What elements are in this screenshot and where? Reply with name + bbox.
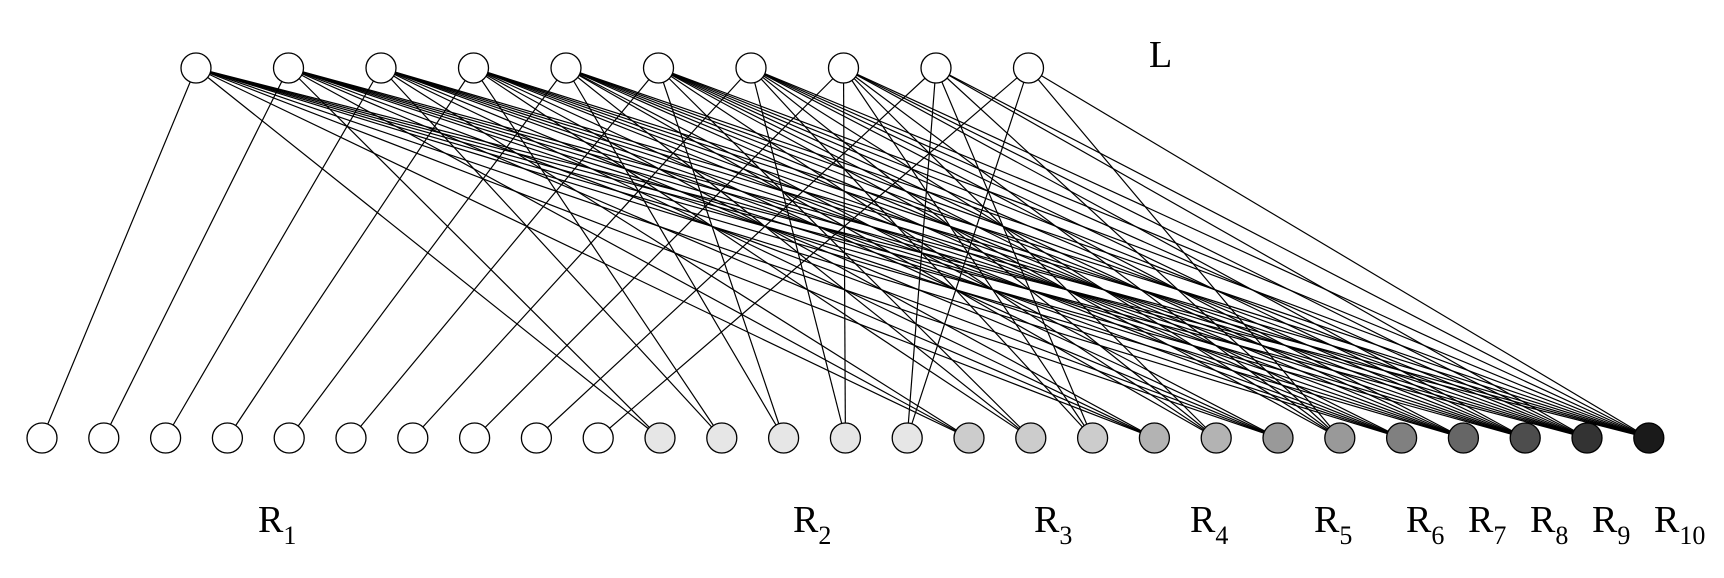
bottom-node-r9-1 — [1571, 422, 1603, 454]
edge — [195, 67, 1279, 439]
edge — [195, 67, 1155, 439]
edge — [195, 67, 970, 439]
bottom-node-r1-7 — [397, 422, 429, 454]
edges-layer — [41, 67, 1650, 439]
top-node-5 — [550, 52, 582, 84]
bottom-node-r2-3 — [767, 422, 800, 454]
edge — [565, 67, 1588, 439]
bottom-node-r8-1 — [1509, 422, 1541, 454]
edge — [935, 67, 1650, 439]
edge — [288, 67, 1526, 439]
edge — [288, 67, 1649, 439]
bottom-node-r7-1 — [1447, 422, 1480, 454]
bottom-node-r1-4 — [211, 422, 244, 454]
top-node-4 — [457, 52, 490, 84]
edge — [473, 67, 1155, 439]
top-node-3 — [365, 52, 397, 84]
bottom-nodes-layer — [26, 422, 1665, 454]
edge — [658, 67, 1526, 439]
edge — [473, 67, 1588, 439]
edge — [288, 67, 1155, 439]
bottom-node-r1-9 — [520, 422, 553, 454]
bottom-node-r4-1 — [1138, 422, 1171, 454]
group-label-r6: R6 — [1406, 499, 1444, 550]
edge — [750, 67, 1526, 439]
bottom-node-r1-5 — [273, 422, 305, 454]
edge — [288, 67, 970, 439]
bottom-node-r4-2 — [1200, 422, 1232, 454]
bottom-node-r1-10 — [582, 422, 614, 454]
top-node-6 — [642, 52, 675, 84]
edge — [750, 67, 1650, 439]
labels-layer: L R1 R2 R3 R4 R5 R6 R7 R8 R9 R10 — [258, 34, 1705, 550]
edge — [195, 67, 1526, 439]
bottom-node-r2-4 — [829, 422, 862, 454]
edge — [473, 67, 1526, 439]
group-label-r7: R7 — [1468, 499, 1506, 550]
top-node-10 — [1012, 52, 1045, 84]
bottom-node-r10-1 — [1633, 422, 1665, 454]
top-nodes-layer — [180, 52, 1045, 84]
edge — [288, 67, 1402, 439]
edge — [288, 67, 661, 439]
bottom-node-r1-2 — [88, 422, 120, 454]
edge — [288, 67, 1464, 439]
top-node-9 — [920, 52, 952, 84]
top-node-2 — [272, 52, 305, 84]
edge — [843, 67, 1650, 439]
edge — [195, 67, 661, 439]
group-label-r1: R1 — [258, 499, 296, 550]
group-label-r9: R9 — [1592, 499, 1630, 550]
edge — [843, 67, 1588, 439]
bottom-node-r5-1 — [1262, 422, 1294, 454]
edge — [195, 67, 1402, 439]
group-label-r2: R2 — [793, 499, 831, 550]
edge — [195, 67, 1464, 439]
bottom-node-r3-2 — [1015, 422, 1047, 454]
edge — [565, 67, 1526, 439]
edge — [565, 67, 1649, 439]
bottom-node-r5-2 — [1324, 422, 1356, 454]
bottom-node-r1-8 — [458, 422, 491, 454]
edge — [473, 67, 1649, 439]
bottom-node-r1-3 — [149, 422, 182, 454]
group-label-r10: R10 — [1654, 499, 1705, 550]
edge — [658, 67, 1650, 439]
edge — [935, 67, 1588, 439]
edge — [380, 67, 1155, 439]
edge — [380, 67, 1588, 439]
bottom-node-r3-1 — [953, 422, 985, 454]
edge — [288, 67, 1588, 439]
edge — [41, 67, 197, 439]
top-node-7 — [735, 52, 767, 84]
top-node-1 — [180, 52, 212, 84]
edge — [380, 67, 1526, 439]
group-label-r5: R5 — [1314, 499, 1352, 550]
bottom-node-r2-5 — [891, 422, 923, 454]
edge — [658, 67, 1588, 439]
edge — [288, 67, 1279, 439]
edge — [843, 67, 1526, 439]
bottom-node-r2-2 — [706, 422, 738, 454]
top-node-8 — [827, 52, 860, 84]
bottom-node-r1-6 — [335, 422, 367, 454]
set-label-L: L — [1149, 34, 1172, 76]
bottom-node-r6-1 — [1385, 422, 1418, 454]
group-label-r3: R3 — [1034, 499, 1072, 550]
edge — [1028, 67, 1650, 439]
edge — [473, 67, 1032, 439]
bottom-node-r3-3 — [1076, 422, 1109, 454]
edge — [750, 67, 1588, 439]
group-label-r8: R8 — [1530, 499, 1568, 550]
edge — [195, 67, 1649, 439]
group-label-r4: R4 — [1190, 499, 1228, 550]
edge — [165, 67, 382, 439]
edge — [380, 67, 1649, 439]
bottom-node-r2-1 — [644, 422, 676, 454]
edge — [473, 67, 723, 439]
bottom-node-r1-1 — [26, 422, 58, 454]
edge — [103, 67, 290, 439]
edge — [195, 67, 1588, 439]
